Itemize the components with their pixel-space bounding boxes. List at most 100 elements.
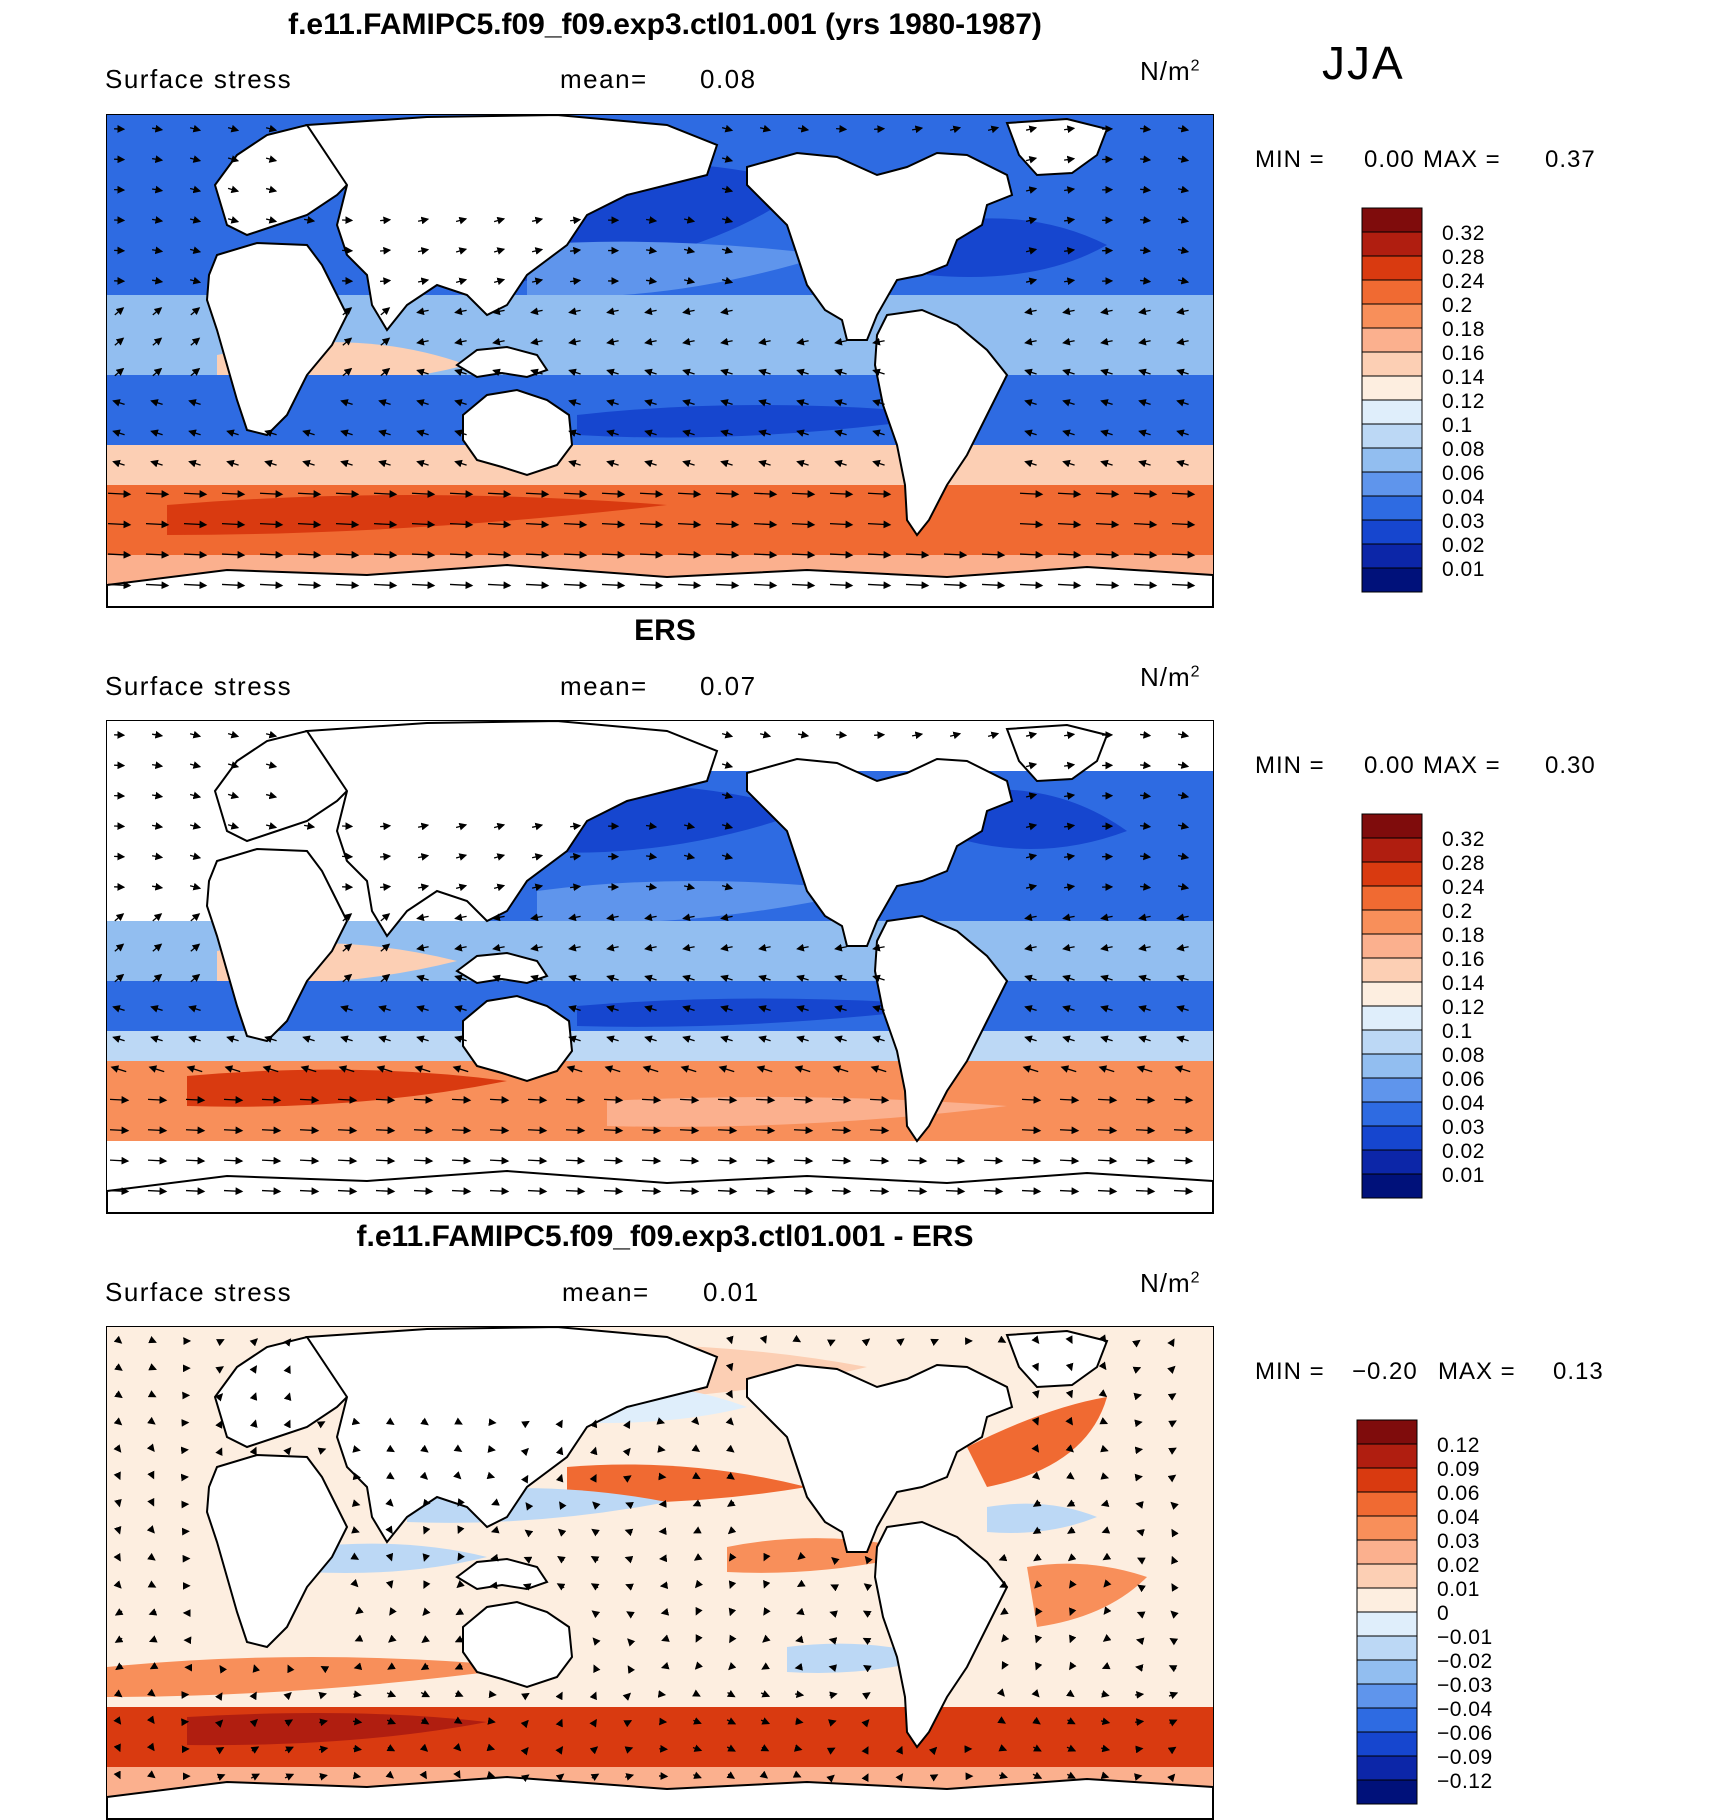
stress-vector: [566, 1191, 584, 1192]
stress-vector: [836, 735, 846, 736]
stress-vector: [1174, 1130, 1192, 1131]
colorbar-tick-label: 0.16: [1442, 342, 1485, 365]
colorbar-tick-label: 0.08: [1442, 438, 1485, 461]
stress-vector: [300, 1191, 318, 1192]
colorbar-tick-label: 0.28: [1442, 852, 1485, 875]
stress-vector: [356, 1585, 357, 1586]
colorbar-swatch: [1362, 1078, 1422, 1102]
stress-vector: [528, 1130, 546, 1131]
stress-vector: [356, 1612, 357, 1613]
stress-vector: [376, 1130, 394, 1131]
stress-vector: [1174, 1191, 1192, 1192]
stress-vector: [1137, 1640, 1141, 1641]
stress-vector: [148, 1130, 166, 1131]
stress-vector: [798, 1558, 799, 1559]
stress-vector: [794, 1130, 812, 1131]
stress-vector: [718, 1130, 736, 1131]
stress-vector: [1098, 1160, 1116, 1161]
stress-vector: [492, 1477, 494, 1478]
stress-vector: [832, 1099, 850, 1100]
colorbar-tick-label: 0.24: [1442, 270, 1485, 293]
stress-vector: [414, 1099, 432, 1100]
colorbar-tick-label: 0.14: [1442, 972, 1485, 995]
stress-vector: [1136, 1160, 1154, 1161]
stress-vector: [110, 1160, 128, 1161]
colorbar-swatch: [1362, 448, 1422, 472]
stress-vector: [836, 129, 846, 130]
colorbar-tick-label: 0.01: [1437, 1578, 1480, 1601]
colorbar-tick-label: 0: [1437, 1602, 1449, 1625]
stress-vector: [414, 1191, 432, 1192]
colorbar-tick-label: 0.12: [1442, 996, 1485, 1019]
colorbar-tick-label: 0.03: [1437, 1530, 1480, 1553]
colorbar-swatch: [1357, 1756, 1417, 1780]
stress-vector: [642, 1130, 660, 1131]
stress-vector: [452, 1099, 470, 1100]
min-label: MIN =: [1255, 146, 1325, 174]
colorbar-swatch: [1357, 1708, 1417, 1732]
colorbar-swatch: [1357, 1540, 1417, 1564]
stress-vector: [380, 250, 390, 251]
stress-vector: [604, 1099, 622, 1100]
stress-vector: [794, 1191, 812, 1192]
stress-vector: [380, 220, 390, 221]
stress-vector: [946, 1160, 964, 1161]
colorbar-swatch: [1362, 958, 1422, 982]
colorbar-swatch: [1362, 256, 1422, 280]
stress-vector: [1136, 1130, 1154, 1131]
stress-vector: [491, 1586, 496, 1587]
colorbar-swatch: [1362, 862, 1422, 886]
stress-vector: [1174, 1160, 1192, 1161]
field-label: Surface stress: [105, 1277, 292, 1308]
colorbar-tick-label: 0.32: [1442, 828, 1485, 851]
stress-vector: [1137, 1776, 1141, 1777]
colorbar-tick-label: 0.06: [1442, 462, 1485, 485]
mean-label: mean=: [560, 671, 648, 702]
stress-vector: [566, 1160, 584, 1161]
colorbar-swatch: [1357, 1444, 1417, 1468]
colorbar-swatch: [1357, 1684, 1417, 1708]
colorbar-tick-label: 0.01: [1442, 558, 1485, 581]
stress-vector: [604, 1160, 622, 1161]
stress-vector: [490, 1160, 508, 1161]
colorbar-swatch: [1362, 1006, 1422, 1030]
stress-vector: [528, 1099, 546, 1100]
stress-vector: [1136, 1191, 1154, 1192]
unit-label: N/m2: [1140, 662, 1201, 693]
colorbar-tick-label: −0.04: [1437, 1698, 1493, 1721]
stress-vector: [756, 1160, 774, 1161]
colorbar-swatch: [1362, 982, 1422, 1006]
colorbar-tick-label: −0.01: [1437, 1626, 1493, 1649]
colorbar-swatch: [1362, 280, 1422, 304]
colorbar-swatch: [1362, 304, 1422, 328]
mean-value: 0.07: [700, 671, 757, 702]
colorbar-swatch: [1357, 1516, 1417, 1540]
stress-vector: [832, 1130, 850, 1131]
stress-vector: [1136, 1749, 1142, 1750]
stress-vector: [718, 1099, 736, 1100]
stress-vector: [642, 1099, 660, 1100]
colorbar-tick-label: 0.24: [1442, 876, 1485, 899]
colorbar-tick-label: 0.04: [1437, 1506, 1480, 1529]
stress-vector: [452, 1160, 470, 1161]
colorbar-tick-label: −0.06: [1437, 1722, 1493, 1745]
stress-vector: [1098, 1191, 1116, 1192]
colorbar-tick-label: 0.14: [1442, 366, 1485, 389]
stress-vector: [1060, 1191, 1078, 1192]
stress-vector: [148, 1099, 166, 1100]
colorbar-swatch: [1357, 1612, 1417, 1636]
mean-label: mean=: [560, 64, 648, 95]
stress-vector: [870, 1130, 888, 1131]
stress-vector: [1136, 1667, 1141, 1668]
stress-vector: [756, 1099, 774, 1100]
stress-vector: [491, 1450, 494, 1451]
stress-vector: [490, 1694, 495, 1695]
colorbar-swatch: [1362, 376, 1422, 400]
stress-vector: [718, 1191, 736, 1192]
stress-vector: [794, 1099, 812, 1100]
unit-label: N/m2: [1140, 1268, 1201, 1299]
stress-vector: [946, 1191, 964, 1192]
stress-vector: [376, 1099, 394, 1100]
stress-vector: [224, 1160, 242, 1161]
